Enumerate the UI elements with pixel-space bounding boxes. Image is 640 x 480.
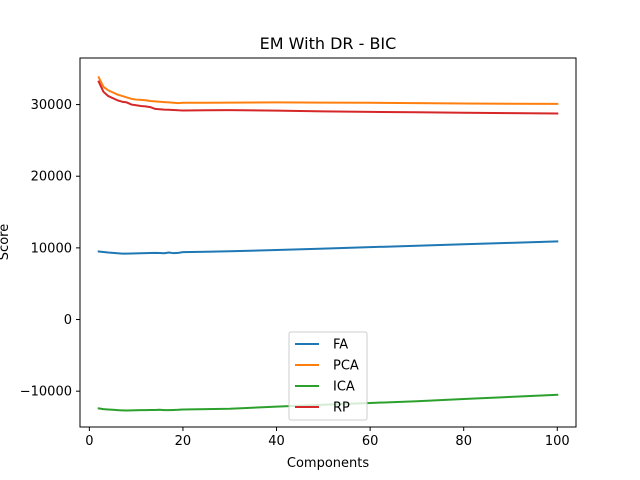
- y-tick-label: 0: [64, 313, 72, 328]
- y-tick-label: 30000: [31, 98, 72, 113]
- y-axis: −10000 0 10000 20000 30000: [20, 98, 80, 400]
- x-tick-label: 100: [545, 434, 570, 449]
- x-axis: 0 20 40 60 80 100: [85, 427, 570, 449]
- chart-title: EM With DR - BIC: [260, 34, 397, 53]
- x-tick-label: 60: [362, 434, 379, 449]
- y-tick-label: 10000: [31, 241, 72, 256]
- legend-label-rp: RP: [333, 401, 350, 416]
- plot-frame: [79, 57, 577, 428]
- legend-label-pca: PCA: [333, 359, 359, 374]
- legend: FA PCA ICA RP: [288, 331, 368, 421]
- legend-box: [288, 331, 368, 421]
- series-line-rp: [97, 80, 559, 115]
- x-tick-label: 0: [85, 434, 93, 449]
- x-tick-label: 80: [455, 434, 472, 449]
- x-tick-label: 40: [268, 434, 285, 449]
- x-tick-label: 20: [175, 434, 192, 449]
- legend-label-fa: FA: [333, 338, 348, 353]
- legend-label-ica: ICA: [333, 380, 355, 395]
- y-tick-label: −10000: [20, 385, 72, 400]
- series-line-fa: [97, 240, 559, 255]
- x-axis-label: Components: [287, 456, 369, 471]
- y-axis-label: Score: [0, 224, 12, 260]
- y-tick-label: 20000: [31, 170, 72, 185]
- series-line-pca: [97, 76, 559, 105]
